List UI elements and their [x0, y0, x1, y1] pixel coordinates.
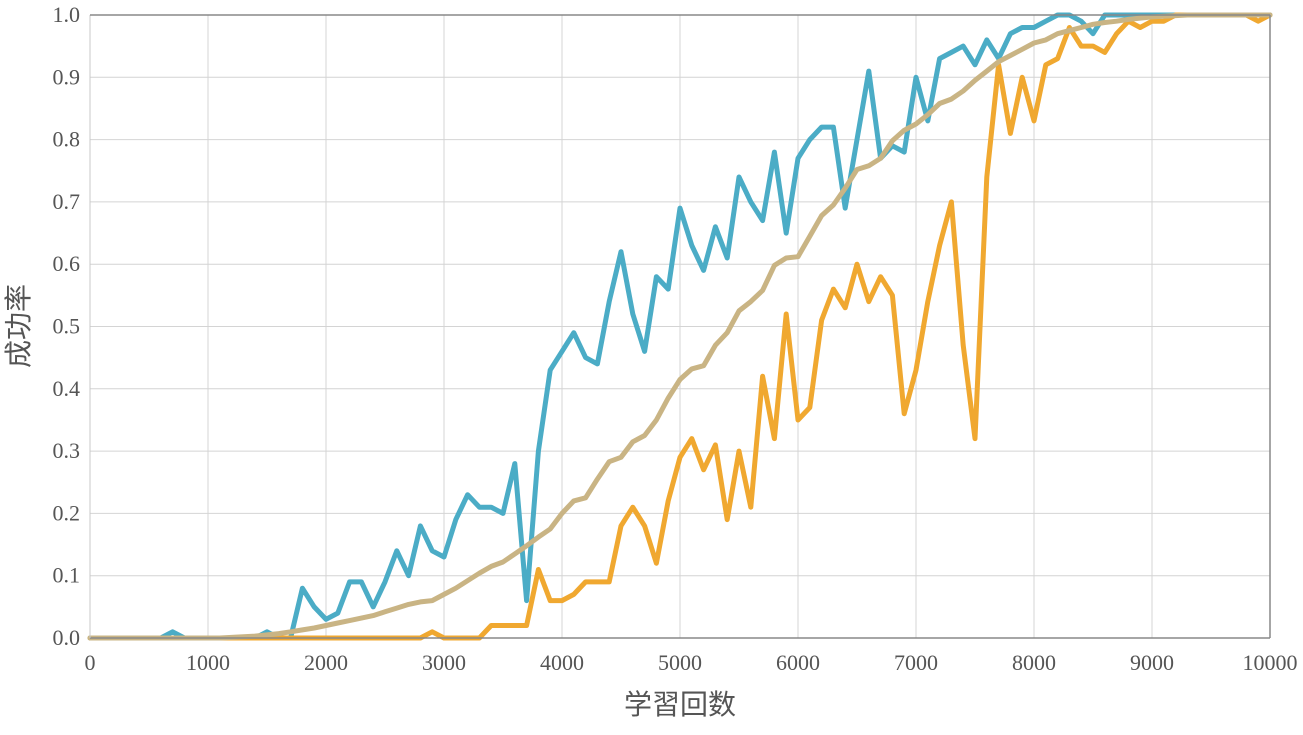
y-tick-label: 0.9 — [53, 64, 81, 89]
y-tick-label: 0.6 — [53, 251, 81, 276]
y-tick-label: 0.2 — [53, 500, 81, 525]
x-tick-label: 4000 — [540, 650, 584, 675]
x-tick-label: 10000 — [1243, 650, 1298, 675]
y-tick-label: 0.3 — [53, 438, 81, 463]
x-tick-labels: 0 1000 2000 3000 4000 5000 6000 7000 8000 9000 100… — [85, 650, 1298, 675]
x-tick-label: 6000 — [776, 650, 820, 675]
y-axis-title: 成功率 — [2, 284, 35, 368]
x-tick-label: 8000 — [1012, 650, 1056, 675]
x-tick-label: 7000 — [894, 650, 938, 675]
x-tick-label: 0 — [85, 650, 96, 675]
x-tick-label: 1000 — [186, 650, 230, 675]
x-axis-title: 学習回数 — [624, 688, 736, 721]
y-tick-label: 0.5 — [53, 314, 81, 339]
x-tick-label: 3000 — [422, 650, 466, 675]
x-tick-label: 9000 — [1130, 650, 1174, 675]
y-tick-label: 0.7 — [53, 189, 81, 214]
y-tick-label: 0.8 — [53, 127, 81, 152]
x-tick-label: 5000 — [658, 650, 702, 675]
y-tick-label: 0.0 — [53, 625, 81, 650]
x-tick-label: 2000 — [304, 650, 348, 675]
y-tick-label: 0.1 — [53, 563, 81, 588]
y-tick-label: 1.0 — [53, 2, 81, 27]
y-tick-label: 0.4 — [53, 376, 81, 401]
y-tick-labels: 0.0 0.1 0.2 0.3 0.4 0.5 0.6 0.7 0.8 0.9 1.0 — [53, 2, 81, 650]
series-line-3 — [87, 12, 1273, 641]
axes — [89, 14, 1271, 639]
